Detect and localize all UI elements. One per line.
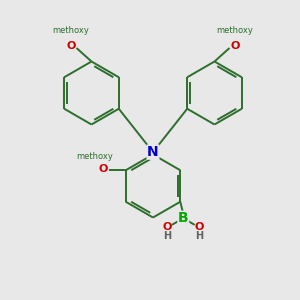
Text: O: O: [66, 41, 76, 52]
Text: methoxy: methoxy: [53, 26, 89, 35]
Text: B: B: [178, 211, 189, 225]
Text: O: O: [194, 222, 204, 232]
Text: O: O: [98, 164, 108, 174]
Text: methoxy: methoxy: [76, 152, 113, 161]
Text: H: H: [164, 231, 172, 241]
Text: N: N: [147, 145, 159, 159]
Text: O: O: [163, 222, 172, 232]
Text: methoxy: methoxy: [217, 26, 253, 35]
Text: H: H: [195, 231, 203, 241]
Text: O: O: [230, 41, 240, 52]
